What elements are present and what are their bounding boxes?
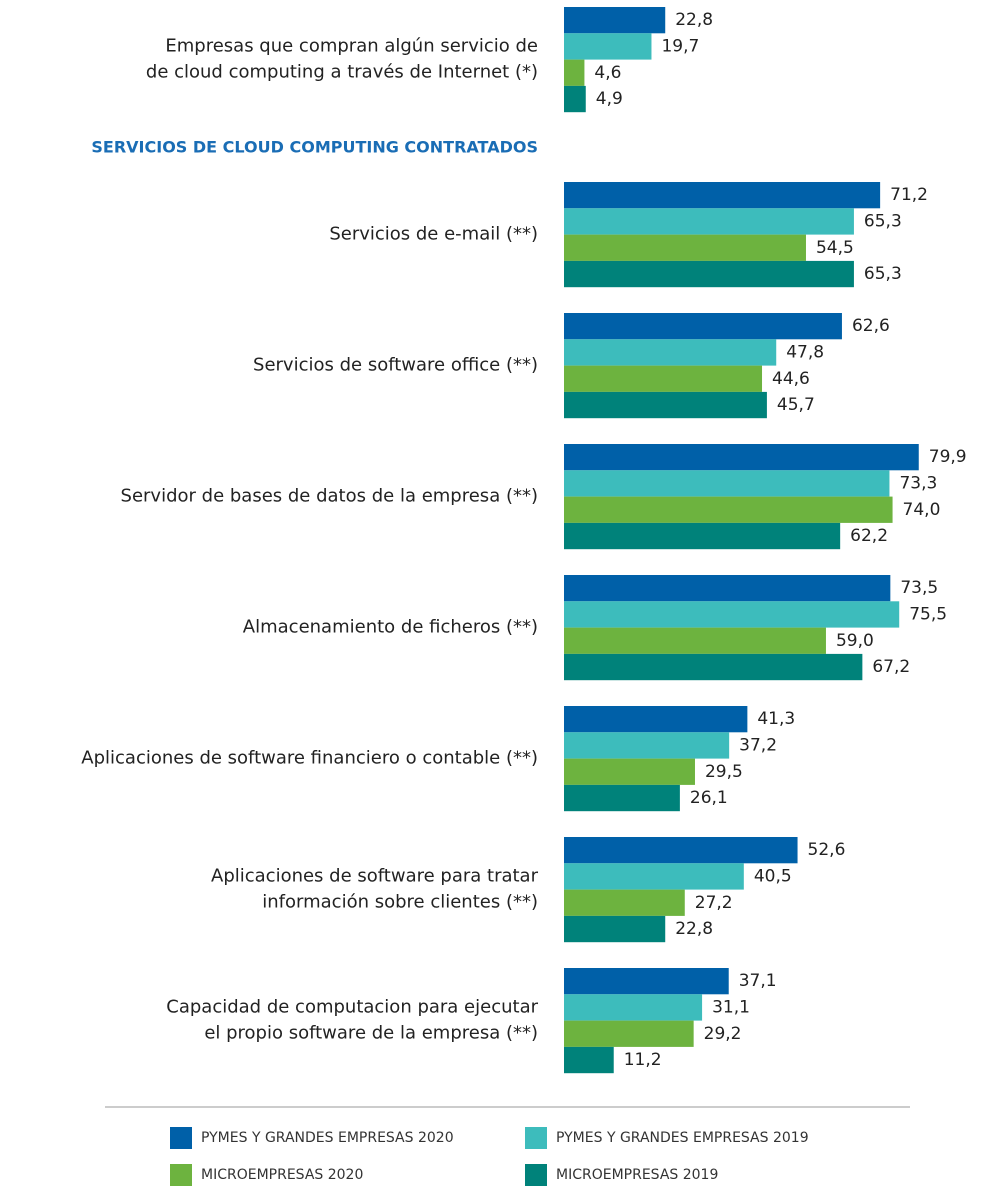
value-label: 29,2: [704, 1024, 742, 1044]
value-label: 73,5: [900, 578, 938, 598]
bar: [564, 627, 826, 654]
section-title: SERVICIOS DE CLOUD COMPUTING CONTRATADOS: [91, 138, 538, 157]
bar: [564, 85, 586, 113]
value-label: 41,3: [757, 709, 795, 729]
bar: [564, 837, 798, 864]
category-label: información sobre clientes (**): [262, 892, 538, 913]
bar: [564, 208, 854, 235]
bar: [564, 784, 680, 812]
value-label: 73,3: [899, 473, 937, 493]
bar: [564, 522, 841, 550]
bar: [564, 915, 666, 943]
legend-swatch: [525, 1127, 547, 1149]
value-label: 4,9: [596, 89, 623, 109]
bar: [564, 732, 730, 759]
value-label: 52,6: [808, 840, 846, 860]
value-label: 47,8: [786, 342, 824, 362]
category-label: Empresas que compran algún servicio de: [165, 36, 538, 57]
bar: [564, 444, 919, 471]
bar: [564, 182, 881, 209]
value-label: 79,9: [929, 447, 967, 467]
category-label: Servicios de e-mail (**): [329, 224, 538, 245]
bar: [564, 33, 652, 60]
bar: [564, 968, 729, 995]
legend-swatch: [525, 1164, 547, 1186]
bar: [564, 1020, 694, 1047]
bar: [564, 575, 891, 602]
value-label: 62,6: [852, 316, 890, 336]
bar: [564, 7, 666, 34]
value-label: 62,2: [850, 526, 888, 546]
bar: [564, 601, 900, 628]
value-label: 26,1: [690, 788, 728, 808]
category-label: Servidor de bases de datos de la empresa…: [121, 486, 538, 507]
legend-label: MICROEMPRESAS 2019: [556, 1167, 718, 1183]
value-label: 27,2: [695, 893, 733, 913]
value-label: 45,7: [777, 395, 815, 415]
value-label: 37,2: [739, 735, 777, 755]
value-label: 22,8: [675, 919, 713, 939]
category-label: de cloud computing a través de Internet …: [146, 62, 538, 83]
value-label: 54,5: [816, 238, 854, 258]
legend-label: MICROEMPRESAS 2020: [201, 1167, 363, 1183]
bar: [564, 260, 854, 288]
category-label: Aplicaciones de software para tratar: [211, 866, 539, 887]
value-label: 44,6: [772, 369, 810, 389]
bar: [564, 313, 842, 340]
value-label: 4,6: [594, 63, 621, 83]
bar: [564, 496, 893, 523]
category-label: Almacenamiento de ficheros (**): [243, 617, 538, 638]
legend-swatch: [170, 1127, 192, 1149]
bar: [564, 758, 695, 785]
value-label: 59,0: [836, 631, 874, 651]
bar: [564, 59, 585, 86]
value-label: 19,7: [661, 36, 699, 56]
bar: [564, 365, 763, 392]
legend-swatch: [170, 1164, 192, 1186]
value-label: 40,5: [754, 866, 792, 886]
value-label: 67,2: [872, 657, 910, 677]
value-label: 37,1: [739, 971, 777, 991]
value-label: 75,5: [909, 604, 947, 624]
value-label: 29,5: [705, 762, 743, 782]
value-label: 31,1: [712, 997, 750, 1017]
value-label: 65,3: [864, 211, 902, 231]
bar: [564, 706, 748, 733]
bar: [564, 339, 777, 366]
legend-label: PYMES Y GRANDES EMPRESAS 2019: [556, 1130, 809, 1146]
bar: [564, 889, 685, 916]
category-label: Servicios de software office (**): [253, 355, 538, 376]
bar: [564, 1046, 614, 1074]
category-label: Capacidad de computacion para ejecutar: [166, 997, 538, 1018]
category-label: Aplicaciones de software financiero o co…: [81, 748, 538, 769]
bar: [564, 653, 863, 681]
bar: [564, 470, 890, 497]
value-label: 65,3: [864, 264, 902, 284]
value-label: 71,2: [890, 185, 928, 205]
category-label: el propio software de la empresa (**): [204, 1023, 538, 1044]
bar: [564, 994, 703, 1021]
value-label: 22,8: [675, 10, 713, 30]
value-label: 11,2: [624, 1050, 662, 1070]
legend-label: PYMES Y GRANDES EMPRESAS 2020: [201, 1130, 454, 1146]
bar: [564, 863, 744, 890]
value-label: 74,0: [903, 500, 941, 520]
bar: [564, 234, 806, 261]
bar: [564, 391, 767, 419]
